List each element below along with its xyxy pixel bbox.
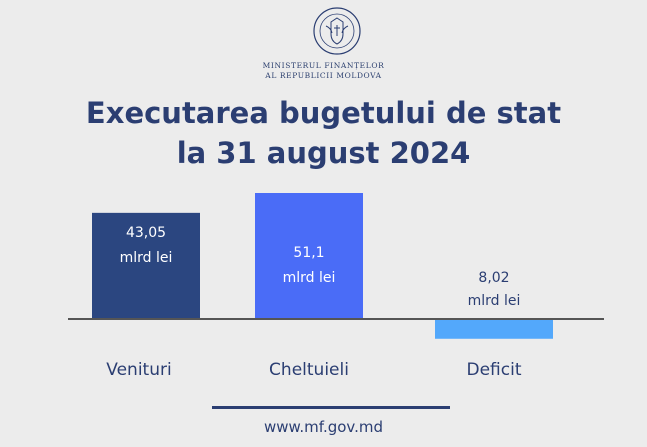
category-label-deficit: Deficit — [467, 360, 522, 380]
page-title-line1: Executarea bugetului de stat — [85, 96, 562, 130]
ministry-emblem-icon — [313, 7, 361, 55]
page-title-line2: la 31 august 2024 — [176, 136, 471, 170]
data-label-deficit-value: 8,02 — [478, 270, 509, 286]
bar-venituri — [92, 212, 200, 319]
data-label-cheltuieli-unit: mlrd lei — [283, 270, 336, 286]
category-label-cheltuieli: Cheltuieli — [269, 360, 349, 380]
ministry-name-line2: AL REPUBLICII MOLDOVA — [265, 71, 382, 80]
website-link[interactable]: www.mf.gov.md — [263, 418, 384, 436]
data-label-cheltuieli-value: 51,1 — [293, 245, 324, 261]
bar-deficit — [435, 319, 553, 339]
data-label-venituri-value: 43,05 — [126, 225, 166, 241]
category-label-venituri: Venituri — [106, 360, 171, 380]
data-label-venituri-unit: mlrd lei — [120, 250, 173, 266]
budget-bar-chart: 43,05 mlrd lei Venituri 51,1 mlrd lei Cheltui… — [68, 193, 604, 380]
footer-divider — [212, 406, 450, 409]
bar-cheltuieli — [255, 193, 363, 319]
data-label-deficit-unit: mlrd lei — [468, 293, 521, 309]
ministry-name-line1: MINISTERUL FINANȚELOR — [262, 61, 385, 70]
